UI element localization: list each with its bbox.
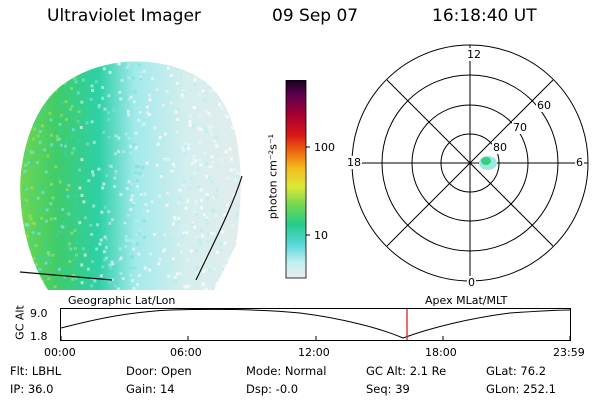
timeline-xtick-2359: 23:59 [553,346,585,359]
info-seq: Seq: 39 [366,382,410,396]
timeline-xtick-1800: 18:00 [425,346,457,359]
lat-label-80: 80 [492,141,508,154]
intensity-colorbar [285,80,310,279]
info-ip: IP: 36.0 [10,382,54,396]
timeline-ticks [60,336,571,340]
timeline-ytick-high: 9.0 [30,307,48,320]
colorbar-unit-label: photon cm⁻²s⁻¹ [266,133,280,220]
timeline-xtick-0600: 06:00 [170,346,202,359]
info-gc-alt: GC Alt: 2.1 Re [366,364,447,378]
uv-emission-disk [20,61,241,290]
observation-time: 16:18:40 UT [432,6,537,26]
terminator-line [19,271,113,281]
info-gain: Gain: 14 [126,382,175,396]
info-mode: Mode: Normal [246,364,327,378]
timeline-right-label: Apex MLat/MLT [425,294,508,307]
timeline-axis-label: GC Alt [13,305,27,340]
altitude-timeline [60,308,571,341]
altitude-curve [60,308,571,339]
info-filter: Flt: LBHL [10,364,62,378]
info-glat: GLat: 76.2 [486,364,547,378]
geographic-uv-image [19,61,243,290]
timeline-left-label: Geographic Lat/Lon [68,294,176,307]
timeline-frame [60,308,571,341]
info-door: Door: Open [126,364,192,378]
lat-label-60: 60 [536,99,552,112]
limb-line [195,175,243,281]
mlt-label-18: 18 [346,156,362,169]
timeline-xtick-0000: 00:00 [44,346,76,359]
lat-label-70: 70 [512,121,528,134]
info-dsp: Dsp: -0.0 [246,382,299,396]
timeline-ytick-low: 1.8 [30,330,48,343]
mlt-label-0: 0 [467,276,476,289]
colorbar-tick-10: 10 [314,229,328,242]
polar-mlat-mlt-plot [351,44,589,282]
colorbar-tick-100: 100 [314,141,335,154]
polar-diagonal-2 [386,79,554,247]
observation-date: 09 Sep 07 [272,6,359,26]
mlt-label-12: 12 [466,48,482,61]
mlt-label-6: 6 [575,156,584,169]
instrument-title: Ultraviolet Imager [47,6,201,26]
timeline-xtick-1200: 12:00 [298,346,330,359]
auroral-emission-core [481,157,491,165]
info-glon: GLon: 252.1 [486,382,556,396]
